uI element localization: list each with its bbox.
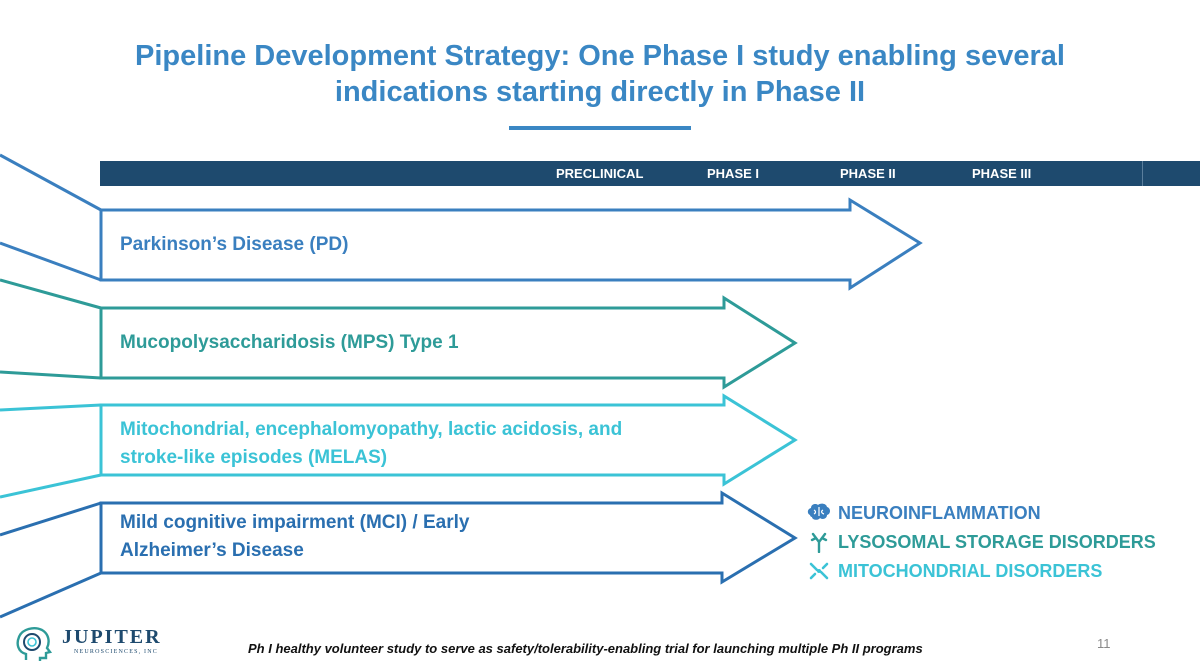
legend-item-neuroinflammation: NEUROINFLAMMATION — [806, 500, 1041, 526]
connector-line-mps-bottom — [0, 370, 102, 380]
indication-mci-line-2: Alzheimer’s Disease — [120, 540, 304, 561]
indication-label-mci: Mild cognitive impairment (MCI) / Early … — [120, 509, 469, 565]
slide-title-line-1: Pipeline Development Strategy: One Phase… — [135, 40, 1065, 72]
page-number: 11 — [1097, 636, 1111, 651]
slide-title: Pipeline Development Strategy: One Phase… — [0, 38, 1200, 110]
company-logo: JUPITER NEUROSCIENCES, INC — [12, 624, 182, 664]
pipeline-arrow-melas — [99, 393, 798, 487]
antibody-icon — [810, 532, 828, 553]
indication-label-pd: Parkinson’s Disease (PD) — [120, 231, 348, 259]
logo-head-icon — [16, 627, 53, 661]
pipeline-arrow-pd — [99, 197, 923, 291]
connector-line-mps — [0, 278, 102, 310]
legend-item-lysosomal: LYSOSOMAL STORAGE DISORDERS — [806, 529, 1156, 555]
phase-label-phase-2: PHASE II — [840, 166, 896, 181]
indication-mci-line-1: Mild cognitive impairment (MCI) / Early — [120, 512, 470, 533]
footnote: Ph I healthy volunteer study to serve as… — [248, 641, 923, 656]
logo-subtext: NEUROSCIENCES, INC — [74, 649, 158, 655]
phase-label-preclinical: PRECLINICAL — [556, 166, 644, 181]
logo-wordmark: JUPITER — [62, 626, 162, 648]
title-underline — [509, 126, 691, 130]
legend-label-lysosomal: LYSOSOMAL STORAGE DISORDERS — [838, 531, 1156, 552]
connector-line-melas — [0, 403, 102, 412]
pipeline-arrow-mps — [99, 295, 798, 390]
legend-item-mitochondrial: MITOCHONDRIAL DISORDERS — [806, 558, 1102, 584]
brain-icon — [807, 503, 830, 520]
mitochondria-icon — [809, 562, 829, 580]
indication-pd-line-1: Parkinson’s Disease (PD) — [120, 234, 349, 255]
connector-line-mci-bottom — [0, 571, 102, 619]
indication-melas-line-2: stroke-like episodes (MELAS) — [120, 447, 388, 468]
phase-label-phase-1: PHASE I — [707, 166, 760, 181]
connector-line-mci — [0, 501, 102, 537]
indication-label-melas: Mitochondrial, encephalomyopathy, lactic… — [120, 416, 622, 472]
phase-header-bar: PRECLINICAL PHASE I PHASE II PHASE III — [100, 161, 1200, 186]
indication-melas-line-1: Mitochondrial, encephalomyopathy, lactic… — [120, 419, 623, 440]
phase-bar-divider — [1142, 161, 1143, 186]
connector-line-melas-bottom — [0, 473, 102, 499]
legend-label-neuroinflammation: NEUROINFLAMMATION — [838, 502, 1041, 523]
slide-title-line-2: indications starting directly in Phase I… — [334, 76, 866, 108]
connector-line-pd-bottom — [0, 241, 102, 282]
phase-label-phase-3: PHASE III — [972, 166, 1032, 181]
connector-line-pd — [0, 153, 102, 212]
indication-mps-line-1: Mucopolysaccharidosis (MPS) Type 1 — [120, 332, 459, 353]
legend-label-mitochondrial: MITOCHONDRIAL DISORDERS — [838, 560, 1103, 581]
indication-label-mps: Mucopolysaccharidosis (MPS) Type 1 — [120, 329, 459, 357]
pipeline-arrow-mci — [99, 490, 798, 585]
